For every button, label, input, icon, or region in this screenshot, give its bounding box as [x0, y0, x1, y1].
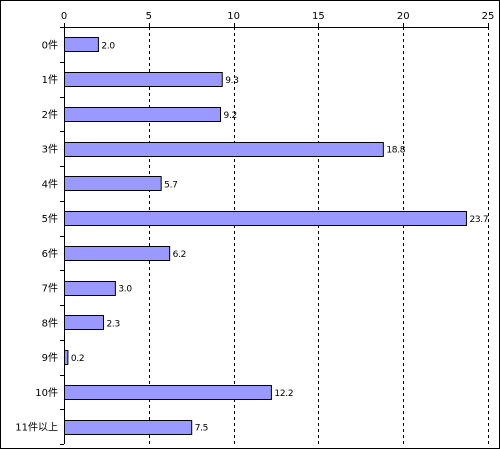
- data-label: 0.2: [71, 354, 84, 364]
- category-label: 4件: [42, 178, 58, 190]
- x-tick-label-15: 15: [312, 11, 325, 22]
- bar-10件: [64, 385, 272, 400]
- data-label: 2.0: [101, 41, 115, 51]
- category-label: 3件: [42, 144, 58, 156]
- bars: [64, 37, 467, 435]
- data-label: 23.7: [469, 215, 488, 225]
- data-label: 5.7: [164, 180, 177, 190]
- category-label: 5件: [42, 213, 58, 225]
- bar-9件: [64, 350, 69, 365]
- category-label: 6件: [42, 248, 58, 260]
- data-label: 9.2: [224, 111, 237, 121]
- x-axis-tick-labels: 0 5 10 15 20 25: [61, 11, 495, 22]
- bar-0件: [64, 37, 99, 52]
- x-tick-label-10: 10: [227, 11, 240, 22]
- category-label: 9件: [42, 352, 58, 364]
- category-label: 11件以上: [15, 422, 58, 434]
- category-label: 7件: [42, 283, 58, 295]
- bar-5件: [64, 211, 467, 226]
- data-label: 2.3: [107, 319, 120, 329]
- bar-4件: [64, 176, 162, 191]
- data-labels: 2.0 9.3 9.2 18.8 5.7 23.7 6.2 3.0 2.3 0.2 12.2 7.5: [71, 41, 489, 434]
- data-label: 6.2: [173, 250, 186, 260]
- data-label: 7.5: [195, 424, 208, 434]
- bar-2件: [64, 107, 222, 122]
- data-label: 9.3: [225, 76, 238, 86]
- bar-3件: [64, 142, 384, 157]
- category-label: 1件: [42, 74, 58, 86]
- category-label: 10件: [35, 387, 58, 399]
- category-label: 0件: [42, 39, 58, 51]
- x-tick-label-5: 5: [146, 11, 152, 22]
- x-tick-label-20: 20: [397, 11, 410, 22]
- category-labels: 0件 1件 2件 3件 4件 5件 6件 7件 8件 9件 10件 11件以上: [15, 39, 58, 433]
- data-label: 18.8: [386, 146, 405, 156]
- bar-7件: [64, 281, 116, 296]
- bar-6件: [64, 246, 171, 261]
- category-label: 8件: [42, 317, 58, 329]
- data-label: 12.2: [274, 389, 293, 399]
- x-tick-label-0: 0: [61, 11, 67, 22]
- bar-8件: [64, 315, 105, 330]
- category-label: 2件: [42, 109, 58, 121]
- bar-11件以上: [64, 420, 193, 435]
- x-tick-label-25: 25: [482, 11, 495, 22]
- bar-1件: [64, 72, 223, 87]
- data-label: 3.0: [118, 285, 132, 295]
- grid-lines: [149, 27, 489, 444]
- axes: [60, 23, 489, 445]
